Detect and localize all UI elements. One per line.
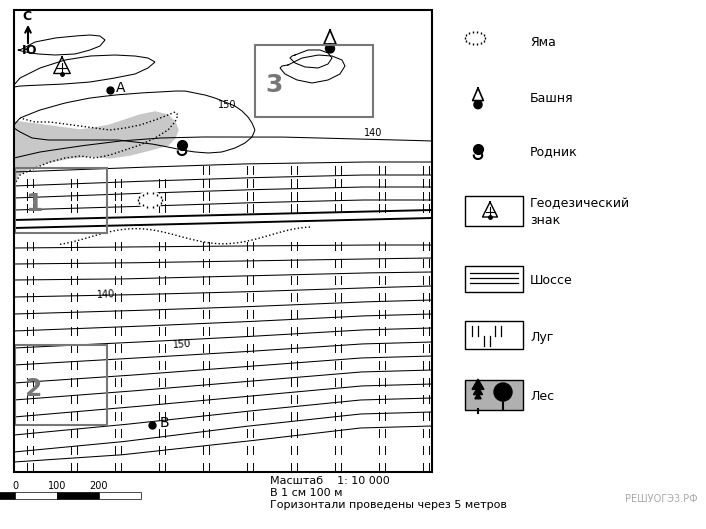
- Text: Масштаб    1: 10 000: Масштаб 1: 10 000: [270, 476, 390, 486]
- Text: 100: 100: [48, 481, 66, 491]
- Text: 2: 2: [25, 377, 42, 401]
- Bar: [465, 196, 523, 226]
- Bar: [465, 266, 523, 292]
- Text: Башня: Башня: [530, 93, 573, 105]
- Bar: [14, 10, 432, 472]
- Polygon shape: [14, 10, 178, 185]
- Text: Геодезический
знак: Геодезический знак: [530, 197, 630, 227]
- Text: Ю: Ю: [22, 43, 37, 57]
- Text: 140: 140: [364, 128, 383, 138]
- Circle shape: [474, 101, 482, 108]
- Bar: [15, 168, 107, 233]
- Text: Лес: Лес: [530, 390, 554, 404]
- Text: В 1 см 100 м: В 1 см 100 м: [270, 488, 342, 498]
- Text: 3: 3: [265, 72, 282, 97]
- Text: РЕШУОГЭ3.РФ: РЕШУОГЭ3.РФ: [626, 494, 698, 504]
- Text: Яма: Яма: [530, 35, 556, 49]
- Text: Луг: Луг: [530, 331, 554, 343]
- Text: С: С: [22, 10, 31, 23]
- Polygon shape: [472, 379, 484, 389]
- Bar: [15, 345, 107, 425]
- Text: Шоссе: Шоссе: [530, 273, 573, 287]
- Text: 150: 150: [172, 339, 191, 350]
- Bar: [15, 492, 57, 499]
- Ellipse shape: [462, 30, 488, 46]
- Text: 140: 140: [97, 289, 116, 300]
- Text: 200: 200: [90, 481, 108, 491]
- Ellipse shape: [137, 192, 163, 208]
- Polygon shape: [475, 394, 481, 399]
- Text: B: B: [160, 416, 169, 430]
- Bar: [255, 45, 373, 117]
- Text: Горизонтали проведены через 5 метров: Горизонтали проведены через 5 метров: [270, 500, 507, 510]
- Circle shape: [325, 44, 335, 53]
- Text: 150: 150: [218, 100, 237, 110]
- Text: 1: 1: [25, 191, 42, 216]
- Polygon shape: [474, 387, 482, 395]
- Bar: [0, 492, 15, 499]
- Text: Родник: Родник: [530, 145, 578, 159]
- Circle shape: [494, 383, 512, 401]
- Bar: [465, 321, 523, 349]
- Bar: [99, 492, 141, 499]
- Bar: [465, 380, 523, 410]
- Text: 0: 0: [12, 481, 18, 491]
- Text: A: A: [116, 81, 126, 95]
- Bar: [57, 492, 99, 499]
